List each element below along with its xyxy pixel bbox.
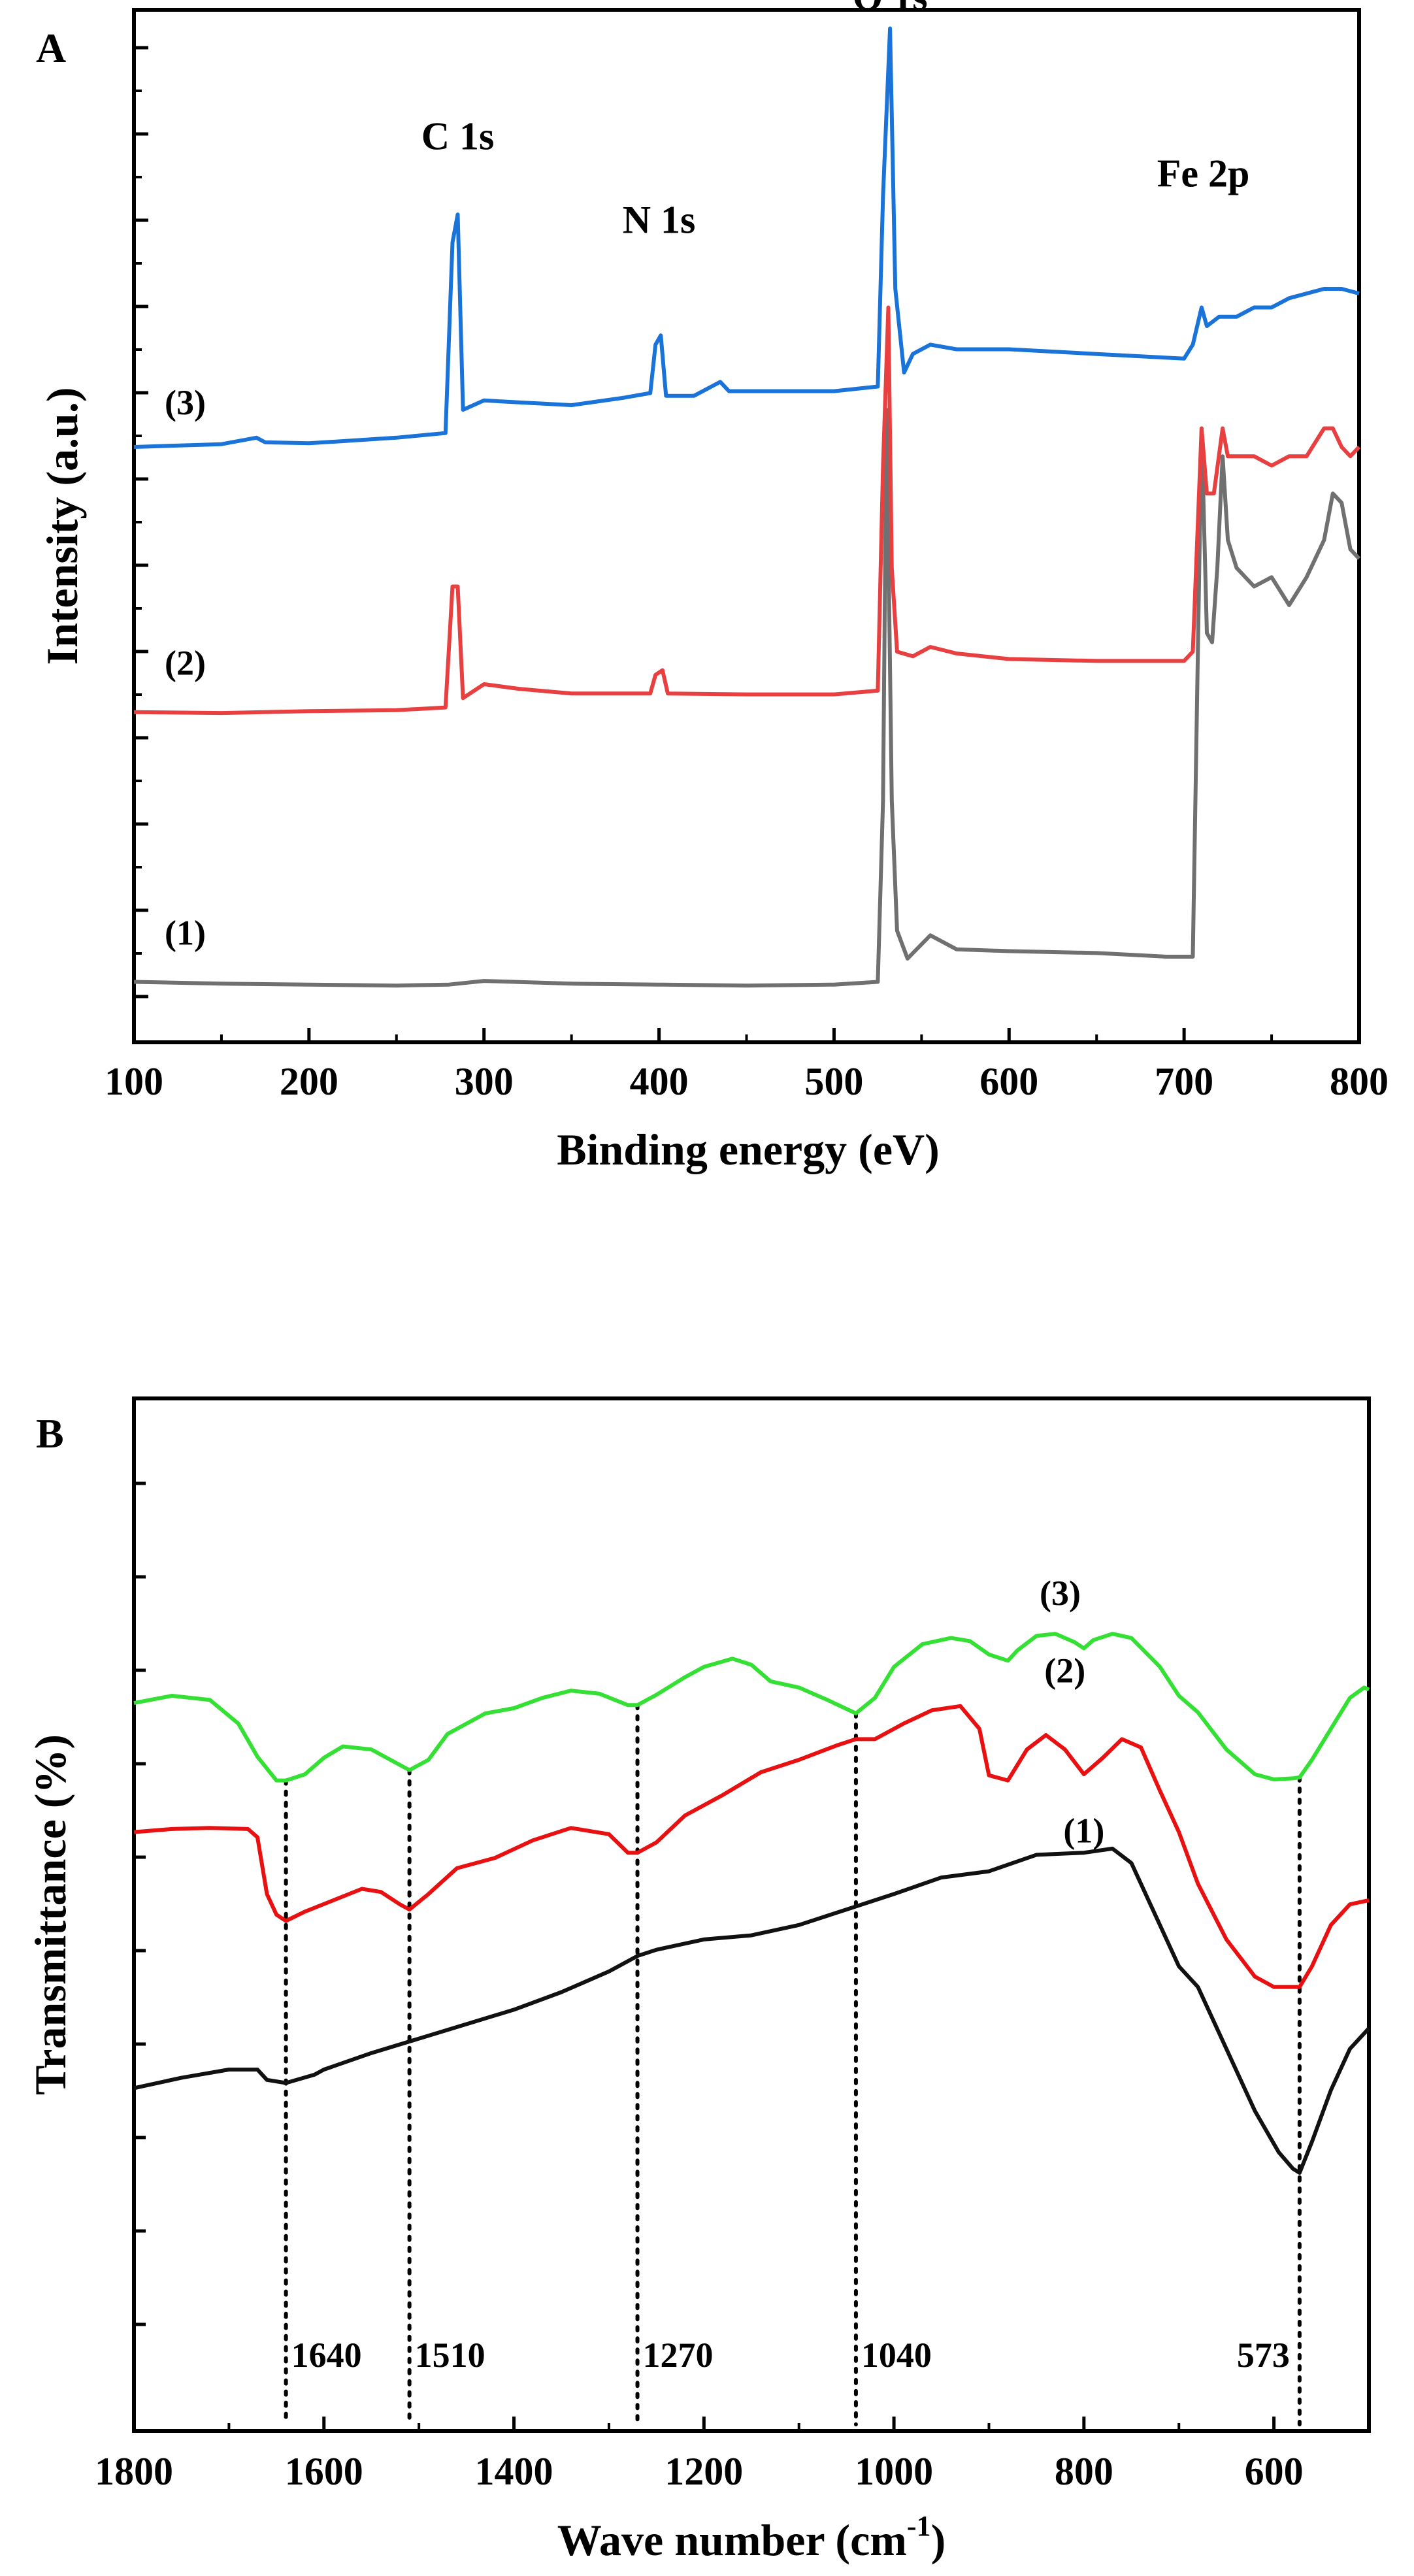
- panel-a-ticks: 100 200 300 400 500 600 700 800: [105, 46, 1389, 1103]
- panel-a-x-tick-label: 500: [804, 1060, 863, 1103]
- panel-a-series-label-2: (2): [165, 644, 206, 683]
- panel-b-markers: 1640 1510 1270 1040 573: [284, 1703, 1302, 2426]
- panel-b-x-tick-label: 800: [1055, 2450, 1113, 2493]
- panel-b-labels: (1) (2) (3): [1040, 1574, 1104, 1850]
- panel-b-x-axis-title-close: ): [931, 2515, 946, 2565]
- panel-b-x-axis-title-sup: -1: [907, 2510, 931, 2542]
- panel-b-x-tick-label: 1400: [475, 2450, 553, 2493]
- panel-b-x-tick-label: 1000: [855, 2450, 933, 2493]
- panel-b-y-axis-title: Transmittance (%): [25, 1734, 75, 2095]
- panel-a-peak-label: N 1s: [623, 199, 696, 242]
- panel-b-series-line-2: [133, 1704, 1370, 1989]
- panel-b-x-axis-title: Wave number (cm-1): [557, 2510, 945, 2565]
- panel-b-series-line-3: [133, 1632, 1370, 1783]
- panel-b-series: [133, 1632, 1371, 2175]
- panel-b-ftir-chart: B 1800 1600 1400 1200 1000 800 600 1640 1510 127…: [25, 1396, 1371, 2565]
- panel-a-x-axis-title: Binding energy (eV): [557, 1125, 940, 1174]
- panel-a-series-line-3: [133, 26, 1360, 449]
- panel-b-marker-label: 1640: [291, 2336, 362, 2375]
- panel-b-series-line-1: [133, 1846, 1371, 2175]
- panel-b-marker-label: 1040: [861, 2336, 932, 2375]
- panel-b-series-label-3: (3): [1040, 1574, 1081, 1613]
- panel-b-marker-label: 573: [1237, 2336, 1290, 2375]
- panel-a-y-axis-title: Intensity (a.u.): [37, 387, 87, 665]
- panel-a-x-tick-label: 100: [105, 1060, 163, 1103]
- panel-a-series-line-1: [133, 408, 1361, 988]
- panel-b-x-tick-label: 1200: [665, 2450, 743, 2493]
- panel-b-x-tick-label: 1800: [95, 2450, 173, 2493]
- panel-a-x-tick-label: 700: [1155, 1060, 1213, 1103]
- panel-a-series-label-3: (3): [165, 383, 206, 422]
- panel-a-xps-chart: A 100 200 300 400 500 600 700 800 (1) (2) (3) C 1s…: [36, 0, 1389, 1174]
- panel-b-plot-frame: [132, 1396, 1371, 2433]
- panel-a-series-label-1: (1): [165, 914, 206, 953]
- panel-b-x-tick-label: 600: [1245, 2450, 1304, 2493]
- panel-a-peak-label: O 1s: [853, 0, 928, 18]
- panel-a-x-tick-label: 200: [280, 1060, 338, 1103]
- panel-a-peak-label: Fe 2p: [1157, 152, 1250, 195]
- panel-b-letter: B: [36, 1410, 64, 1457]
- panel-b-series-label-1: (1): [1063, 1811, 1104, 1850]
- panel-a-letter: A: [36, 25, 66, 71]
- panel-a-series-line-2: [133, 305, 1361, 716]
- panel-a-series: [133, 26, 1361, 988]
- panel-a-x-tick-label: 600: [979, 1060, 1038, 1103]
- panel-b-marker-label: 1270: [643, 2336, 714, 2375]
- panel-a-x-tick-label: 400: [630, 1060, 689, 1103]
- panel-b-x-axis-title-main: Wave number (cm: [557, 2515, 907, 2565]
- panel-a-labels: (1) (2) (3) C 1s N 1s O 1s Fe 2p: [165, 0, 1249, 953]
- panel-b-ticks: 1800 1600 1400 1200 1000 800 600: [95, 1481, 1304, 2493]
- panel-a-x-tick-label: 300: [455, 1060, 514, 1103]
- panel-b-x-tick-label: 1600: [285, 2450, 363, 2493]
- panel-b-series-label-2: (2): [1044, 1651, 1085, 1691]
- panel-b-marker-label: 1510: [415, 2336, 485, 2375]
- panel-a-peak-label: C 1s: [421, 115, 495, 158]
- panel-a-x-tick-label: 800: [1330, 1060, 1389, 1103]
